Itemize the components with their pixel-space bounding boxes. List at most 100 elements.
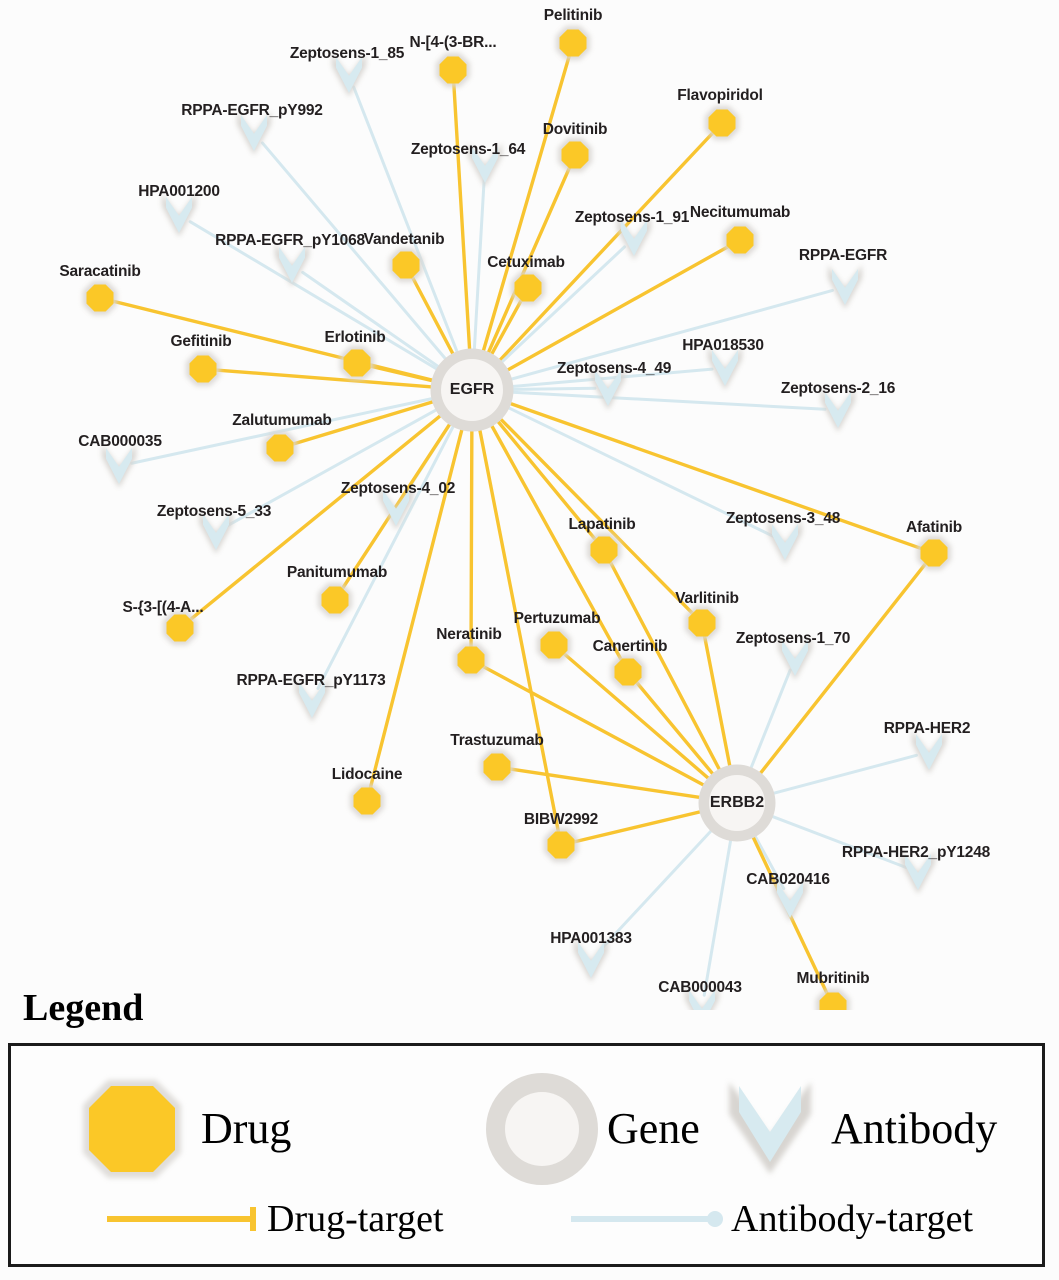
gene-node-egfr[interactable] — [430, 348, 514, 432]
drug-node[interactable] — [917, 536, 951, 570]
drug-target-edge — [469, 420, 474, 649]
drug-label-saracatinib: Saracatinib — [59, 263, 141, 280]
legend-shape-antibody-label: Antibody — [831, 1104, 998, 1153]
antibody-node[interactable] — [828, 265, 862, 309]
drug-target-edge — [452, 81, 472, 360]
legend-edge-antibody-target-label: Antibody-target — [731, 1198, 974, 1240]
drug-target-edge — [571, 808, 711, 844]
antibody-node[interactable] — [778, 636, 812, 680]
drug-node[interactable] — [611, 655, 645, 689]
antibody-target-edge — [188, 220, 447, 376]
drug-target-edge — [188, 408, 449, 622]
drug-node[interactable] — [537, 628, 571, 662]
antibody-label-cab000043: CAB000043 — [658, 979, 742, 996]
drug-node[interactable] — [480, 750, 514, 784]
antibody-node[interactable] — [237, 111, 271, 155]
drug-node[interactable] — [454, 643, 488, 677]
antibody-node[interactable] — [295, 678, 329, 722]
antibody-label-hpa018530: HPA018530 — [682, 337, 764, 354]
drug-node[interactable] — [436, 53, 470, 87]
antibody-node[interactable] — [332, 53, 366, 97]
antibody-label-cab020416: CAB020416 — [746, 871, 830, 888]
octagon-icon — [166, 614, 194, 642]
drug-target-edge — [702, 634, 734, 777]
chevron-icon — [825, 392, 851, 428]
legend-edge-drug-target: Drug-target — [103, 1200, 444, 1238]
antibody-node[interactable] — [574, 938, 608, 982]
antibody-target-edge — [501, 288, 834, 383]
antibody-node[interactable] — [468, 143, 502, 187]
octagon-icon — [920, 539, 948, 567]
gene-node-erbb2[interactable] — [698, 764, 776, 842]
octagon-icon — [590, 536, 618, 564]
drug-target-edge — [485, 297, 524, 364]
drug-node[interactable] — [723, 223, 757, 257]
drug-target-edge — [608, 559, 726, 780]
drug-node[interactable] — [318, 583, 352, 617]
chevron-icon — [383, 490, 409, 526]
drug-label-s3_4a: S-{3-[(4-A... — [122, 599, 204, 616]
octagon-icon — [483, 753, 511, 781]
drug-target-edge — [479, 53, 572, 361]
antibody-target-edge — [260, 141, 453, 368]
drug-label-bibw2992: BIBW2992 — [523, 811, 599, 828]
drug-node[interactable] — [587, 533, 621, 567]
gene-core — [709, 775, 765, 831]
chevron-icon — [712, 350, 738, 386]
drug-node[interactable] — [511, 271, 545, 305]
antibody-label-zept_3_48: Zeptosens-3_48 — [725, 510, 841, 527]
antibody-node[interactable] — [275, 243, 309, 287]
chevron-icon — [595, 370, 621, 406]
antibody-node[interactable] — [102, 444, 136, 488]
antibody-label-zept_1_91: Zeptosens-1_91 — [574, 209, 690, 226]
antibody-node[interactable] — [617, 216, 651, 260]
antibody-target-edge — [762, 811, 908, 869]
drug-target-edge — [214, 368, 442, 390]
antibody-node[interactable] — [162, 193, 196, 237]
antibody-node[interactable] — [685, 986, 719, 1010]
drug-target-edge — [753, 561, 928, 782]
drug-node[interactable] — [705, 106, 739, 140]
antibody-node[interactable] — [708, 346, 742, 390]
antibody-target-edge — [316, 416, 459, 690]
node-layer — [83, 26, 951, 1010]
drug-node[interactable] — [544, 828, 578, 862]
drug-node[interactable] — [816, 989, 850, 1010]
chevron-icon — [772, 524, 798, 560]
drug-node[interactable] — [263, 431, 297, 465]
octagon-icon — [457, 646, 485, 674]
antibody-node[interactable] — [199, 510, 233, 554]
chevron-icon — [689, 990, 715, 1010]
circle-line-icon — [571, 1211, 723, 1227]
drug-node[interactable] — [389, 248, 423, 282]
octagon-icon — [266, 434, 294, 462]
antibody-node[interactable] — [773, 878, 807, 922]
chevron-icon — [729, 1082, 811, 1174]
gene-ring — [698, 764, 776, 842]
drug-node[interactable] — [186, 352, 220, 386]
antibody-node[interactable] — [591, 366, 625, 410]
drug-node[interactable] — [558, 138, 592, 172]
octagon-icon — [547, 831, 575, 859]
antibody-label-zept_1_70: Zeptosens-1_70 — [735, 630, 851, 647]
antibody-label-rppa_egfr_py992: RPPA-EGFR_pY992 — [181, 102, 323, 119]
drug-node[interactable] — [556, 26, 590, 60]
antibody-node[interactable] — [901, 850, 935, 894]
chevron-icon — [916, 734, 942, 770]
chevron-icon — [166, 197, 192, 233]
drug-node[interactable] — [163, 611, 197, 645]
antibody-target-edge — [502, 367, 714, 389]
antibody-node[interactable] — [768, 520, 802, 564]
antibody-label-hpa001200: HPA001200 — [138, 183, 220, 200]
drug-node[interactable] — [350, 784, 384, 818]
antibody-node[interactable] — [912, 730, 946, 774]
drug-node[interactable] — [685, 606, 719, 640]
drug-node[interactable] — [83, 281, 117, 315]
antibody-node[interactable] — [379, 486, 413, 530]
chevron-icon — [299, 682, 325, 718]
octagon-icon — [392, 251, 420, 279]
antibody-label-rppa_egfr_py1068: RPPA-EGFR_pY1068 — [215, 232, 365, 249]
drug-node[interactable] — [340, 346, 374, 380]
antibody-node[interactable] — [821, 388, 855, 432]
